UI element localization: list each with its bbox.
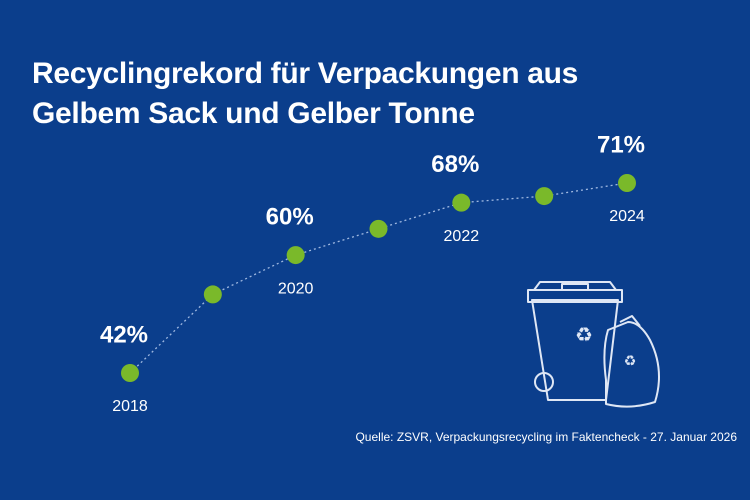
recycle-symbol: ♻ — [575, 324, 593, 346]
data-point — [535, 187, 554, 206]
year-label: 2020 — [278, 280, 314, 297]
data-point — [286, 246, 305, 265]
recycle-symbol: ♻ — [624, 353, 637, 369]
year-label: 2018 — [112, 398, 148, 415]
bin-icon: ♻ ♻ — [527, 281, 660, 408]
data-point — [369, 219, 388, 238]
data-point — [121, 364, 139, 382]
source-note: Quelle: ZSVR, Verpackungsrecycling im Fa… — [355, 430, 737, 444]
data-point — [618, 174, 636, 192]
trend-line — [129, 182, 628, 374]
value-label: 60% — [266, 203, 314, 230]
chart-title: Recyclingrekord für Verpackungen aus Gel… — [32, 57, 579, 130]
data-point — [452, 193, 471, 212]
value-label: 71% — [597, 131, 645, 158]
data-point — [203, 285, 222, 304]
value-label: 68% — [431, 151, 479, 178]
year-label: 2024 — [609, 208, 645, 225]
year-label: 2022 — [444, 228, 480, 245]
value-label: 42% — [100, 321, 148, 348]
